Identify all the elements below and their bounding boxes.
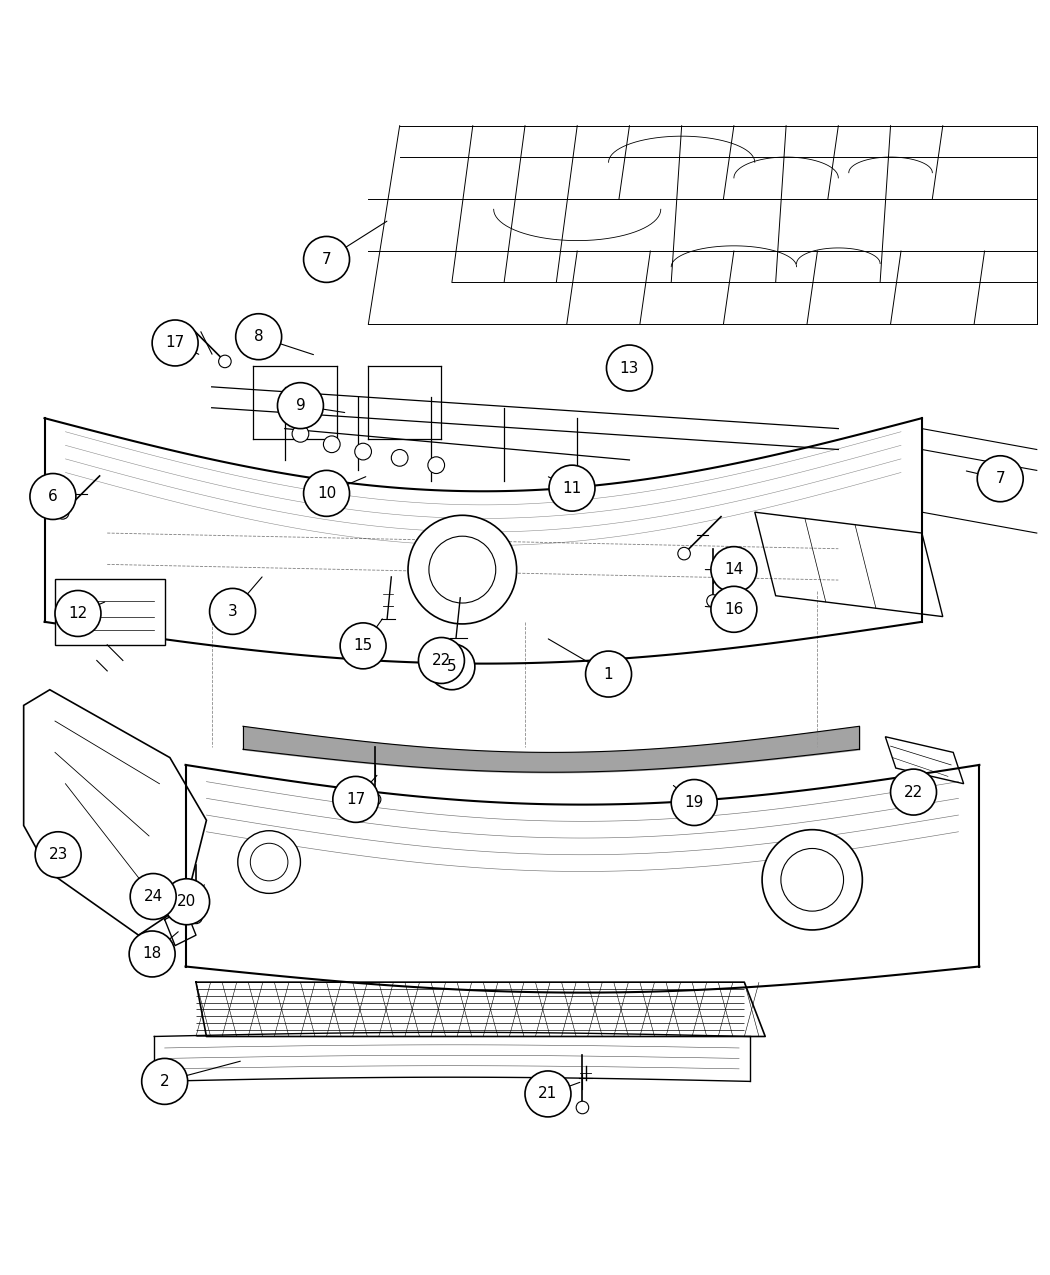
Text: 22: 22 (432, 653, 452, 668)
Circle shape (303, 236, 350, 282)
Text: 17: 17 (346, 792, 365, 807)
Circle shape (607, 346, 652, 391)
Circle shape (671, 779, 717, 825)
Text: 18: 18 (143, 946, 162, 961)
Circle shape (164, 878, 210, 924)
Text: 19: 19 (685, 796, 704, 810)
Text: 5: 5 (447, 659, 457, 674)
Circle shape (707, 594, 719, 607)
Text: 17: 17 (166, 335, 185, 351)
FancyBboxPatch shape (55, 579, 165, 645)
Circle shape (576, 1102, 589, 1114)
Circle shape (428, 537, 496, 603)
Circle shape (392, 450, 408, 467)
Circle shape (55, 590, 101, 636)
Text: 14: 14 (724, 562, 743, 578)
Circle shape (340, 623, 386, 669)
Circle shape (210, 588, 255, 635)
Text: 2: 2 (160, 1074, 169, 1089)
Text: 20: 20 (177, 894, 196, 909)
Circle shape (369, 793, 381, 806)
Text: 1: 1 (604, 667, 613, 682)
Circle shape (428, 644, 475, 690)
Circle shape (142, 1058, 188, 1104)
Circle shape (130, 873, 176, 919)
Text: 3: 3 (228, 604, 237, 618)
Circle shape (333, 776, 379, 822)
Circle shape (292, 426, 309, 442)
Text: 22: 22 (904, 784, 923, 799)
Circle shape (355, 444, 372, 460)
Circle shape (781, 848, 843, 912)
Circle shape (711, 586, 757, 632)
Circle shape (152, 320, 198, 366)
Circle shape (35, 831, 81, 877)
Circle shape (419, 638, 464, 683)
Text: 15: 15 (354, 639, 373, 653)
Circle shape (711, 547, 757, 593)
Text: 8: 8 (254, 329, 264, 344)
Text: 10: 10 (317, 486, 336, 501)
Circle shape (190, 912, 203, 923)
Text: 9: 9 (295, 398, 306, 413)
Circle shape (762, 830, 862, 929)
Circle shape (978, 455, 1023, 502)
Circle shape (586, 652, 631, 697)
Circle shape (303, 470, 350, 516)
Circle shape (237, 831, 300, 894)
Circle shape (525, 1071, 571, 1117)
Text: 13: 13 (620, 361, 639, 376)
Text: 11: 11 (563, 481, 582, 496)
Circle shape (129, 931, 175, 977)
Circle shape (218, 356, 231, 367)
Text: 21: 21 (539, 1086, 558, 1102)
Text: 24: 24 (144, 889, 163, 904)
Circle shape (250, 843, 288, 881)
Circle shape (277, 382, 323, 428)
Circle shape (323, 436, 340, 453)
Text: 16: 16 (724, 602, 743, 617)
Circle shape (235, 314, 281, 360)
Circle shape (57, 506, 69, 519)
Circle shape (30, 473, 76, 519)
Text: 7: 7 (995, 472, 1005, 486)
Circle shape (427, 456, 444, 473)
Text: 6: 6 (48, 490, 58, 504)
Circle shape (549, 465, 595, 511)
Text: 12: 12 (68, 606, 87, 621)
Text: 7: 7 (321, 252, 332, 266)
Circle shape (408, 515, 517, 623)
Circle shape (678, 547, 690, 560)
Text: 23: 23 (48, 848, 68, 862)
Circle shape (890, 769, 937, 815)
